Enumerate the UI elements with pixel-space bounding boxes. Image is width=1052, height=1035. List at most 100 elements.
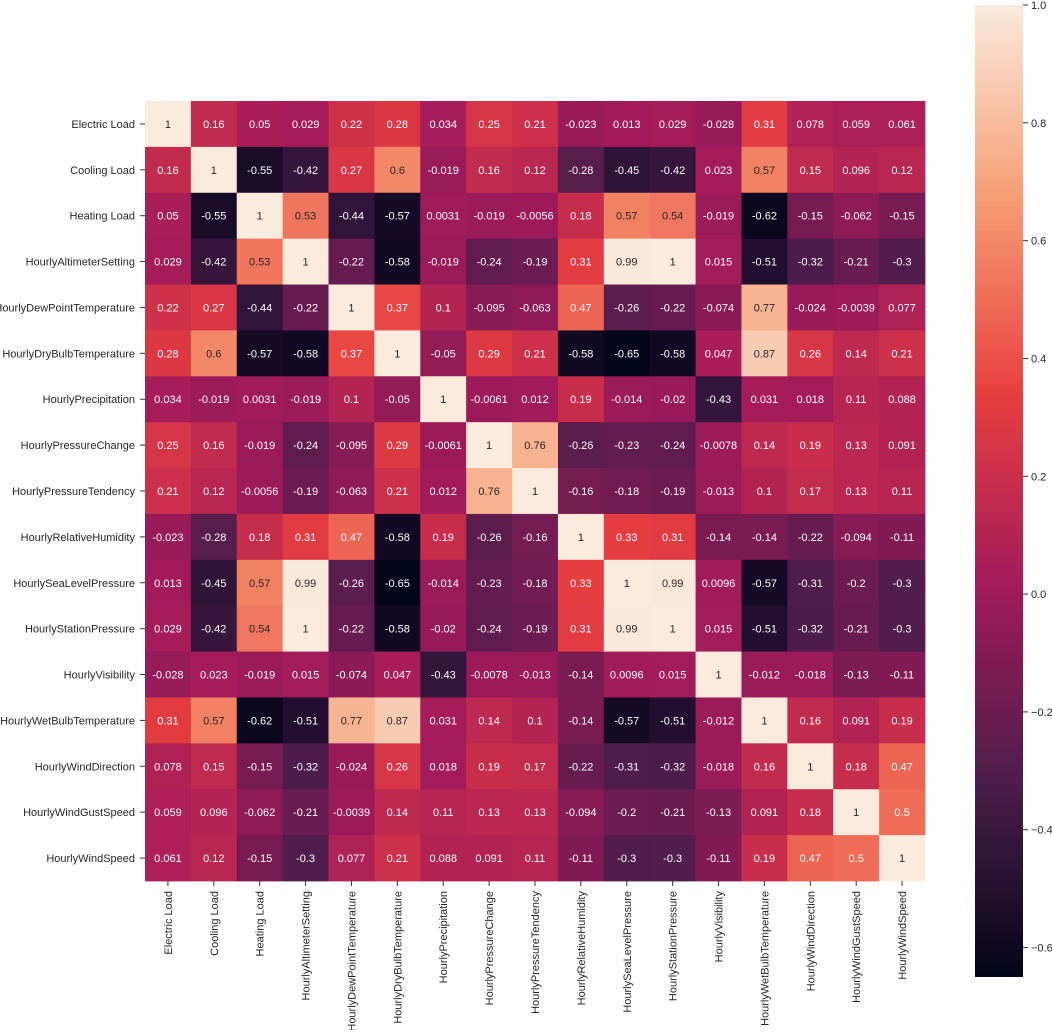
cell-value-label: 0.26	[800, 348, 821, 360]
cell-value-label: -0.11	[890, 532, 914, 544]
cell-value-label: 1	[670, 257, 676, 269]
heatmap-cell-6-10	[603, 376, 651, 423]
heatmap-cell-0-4	[328, 101, 375, 148]
cell-value-label: -0.14	[568, 670, 593, 682]
cell-value-label: -0.57	[385, 211, 410, 223]
heatmap-cell-6-2	[236, 376, 284, 423]
heatmap-cell-16-6	[420, 835, 467, 882]
heatmap-cell-2-11	[649, 192, 696, 240]
cell-value-label: -0.14	[752, 532, 777, 544]
cell-value-label: 0.018	[429, 761, 457, 773]
cell-value-label: -0.42	[293, 165, 318, 177]
heatmap-cell-13-5	[374, 697, 421, 744]
heatmap-cell-13-15	[833, 697, 880, 744]
colorbar-gradient	[975, 5, 1023, 977]
heatmap-cell-4-15	[833, 284, 880, 331]
cell-value-label: -0.023	[565, 119, 596, 131]
cell-value-label: -0.44	[247, 302, 272, 314]
heatmap-cell-15-15	[833, 789, 880, 836]
heatmap-cell-8-2	[236, 468, 284, 515]
colorbar-tick-label: 0.8	[1031, 118, 1046, 130]
heatmap-cell-10-16	[879, 559, 926, 607]
heatmap-cell-7-0	[145, 422, 192, 469]
cell-value-label: 0.17	[524, 761, 545, 773]
cell-value-label: 0.77	[754, 302, 775, 314]
heatmap-cell-0-14	[787, 101, 834, 148]
heatmap-cell-15-12	[695, 789, 742, 836]
heatmap-cell-12-9	[557, 651, 605, 698]
colorbar-tick-label: 0.0	[1031, 589, 1046, 601]
heatmap-cell-5-5	[374, 330, 421, 377]
heatmap-cell-2-12	[695, 192, 742, 240]
heatmap-cell-13-12	[695, 697, 742, 744]
heatmap-cell-7-9	[557, 422, 605, 469]
heatmap-cell-11-14	[787, 605, 834, 652]
cell-value-label: -0.26	[339, 578, 364, 590]
cell-value-label: 0.11	[846, 394, 867, 406]
cell-value-label: 0.11	[525, 853, 546, 865]
heatmap-cell-14-9	[557, 743, 605, 790]
heatmap-cell-0-10	[603, 101, 651, 148]
heatmap-cell-1-11	[649, 146, 696, 194]
heatmap-cell-1-6	[420, 146, 467, 194]
heatmap-cell-9-9	[557, 513, 605, 561]
y-tick-label-hourlywinddirection: HourlyWindDirection	[35, 761, 135, 773]
cell-value-label: 0.029	[292, 119, 320, 131]
cell-value-label: 0.47	[341, 532, 362, 544]
cell-value-label: 0.14	[387, 807, 408, 819]
heatmap-cell-11-15	[833, 605, 880, 652]
heatmap-cell-14-7	[466, 743, 513, 790]
heatmap-cell-0-13	[741, 101, 788, 148]
cell-value-label: 0.16	[203, 440, 224, 452]
heatmap-cell-0-15	[833, 101, 880, 148]
cell-value-label: -0.063	[519, 302, 550, 314]
cell-value-label: -0.24	[293, 440, 318, 452]
cell-value-label: -0.19	[293, 486, 318, 498]
cell-value-label: 0.15	[203, 761, 224, 773]
heatmap-cell-1-13	[741, 146, 788, 194]
cell-value-label: -0.65	[385, 578, 410, 590]
cell-value-label: -0.02	[660, 394, 685, 406]
cell-value-label: 0.05	[157, 211, 178, 223]
heatmap-cell-10-14	[787, 559, 834, 607]
cell-value-label: 0.57	[203, 715, 224, 727]
cell-value-label: 0.37	[387, 302, 408, 314]
cell-value-label: -0.15	[247, 853, 272, 865]
cell-value-label: 0.015	[705, 624, 733, 636]
cell-value-label: -0.05	[385, 394, 410, 406]
heatmap-cell-13-8	[512, 697, 559, 744]
heatmap-cell-7-1	[190, 422, 238, 469]
cell-value-label: 0.17	[800, 486, 821, 498]
cell-value-label: -0.2	[847, 578, 866, 590]
cell-value-label: 1	[853, 807, 859, 819]
heatmap-cell-11-6	[420, 605, 467, 652]
heatmap-cell-9-4	[328, 513, 375, 561]
cell-value-label: 0.1	[344, 394, 359, 406]
cell-value-label: 0.015	[659, 670, 687, 682]
cell-value-label: 0.31	[754, 119, 775, 131]
cell-value-label: 0.0031	[426, 211, 460, 223]
cell-value-label: 1	[211, 165, 217, 177]
heatmap-cell-0-1	[190, 101, 238, 148]
heatmap-cell-8-16	[879, 468, 926, 515]
heatmap-cell-1-10	[603, 146, 651, 194]
heatmap-cell-7-2	[236, 422, 284, 469]
y-tick-label-hourlywindgustspeed: HourlyWindGustSpeed	[23, 807, 135, 819]
cell-value-label: 0.21	[387, 486, 408, 498]
cell-value-label: 0.088	[429, 853, 457, 865]
cell-value-label: -0.3	[617, 853, 636, 865]
heatmap-cell-3-1	[190, 238, 238, 285]
cell-value-label: -0.018	[795, 670, 826, 682]
heatmap-cell-16-10	[603, 835, 651, 882]
cell-value-label: 0.061	[888, 119, 916, 131]
cell-value-label: -0.019	[198, 394, 229, 406]
cell-value-label: 0.091	[751, 807, 779, 819]
cell-value-label: 0.015	[705, 257, 733, 269]
cell-value-label: 0.13	[845, 486, 866, 498]
heatmap-cell-6-0	[145, 376, 192, 423]
cell-value-label: 0.99	[295, 578, 316, 590]
cell-value-label: 0.99	[662, 578, 683, 590]
cell-value-label: -0.018	[703, 761, 734, 773]
y-axis-tick-labels: Electric Load Cooling Load Heating Load Hou…	[0, 119, 145, 865]
heatmap-cell-7-3	[282, 422, 329, 469]
